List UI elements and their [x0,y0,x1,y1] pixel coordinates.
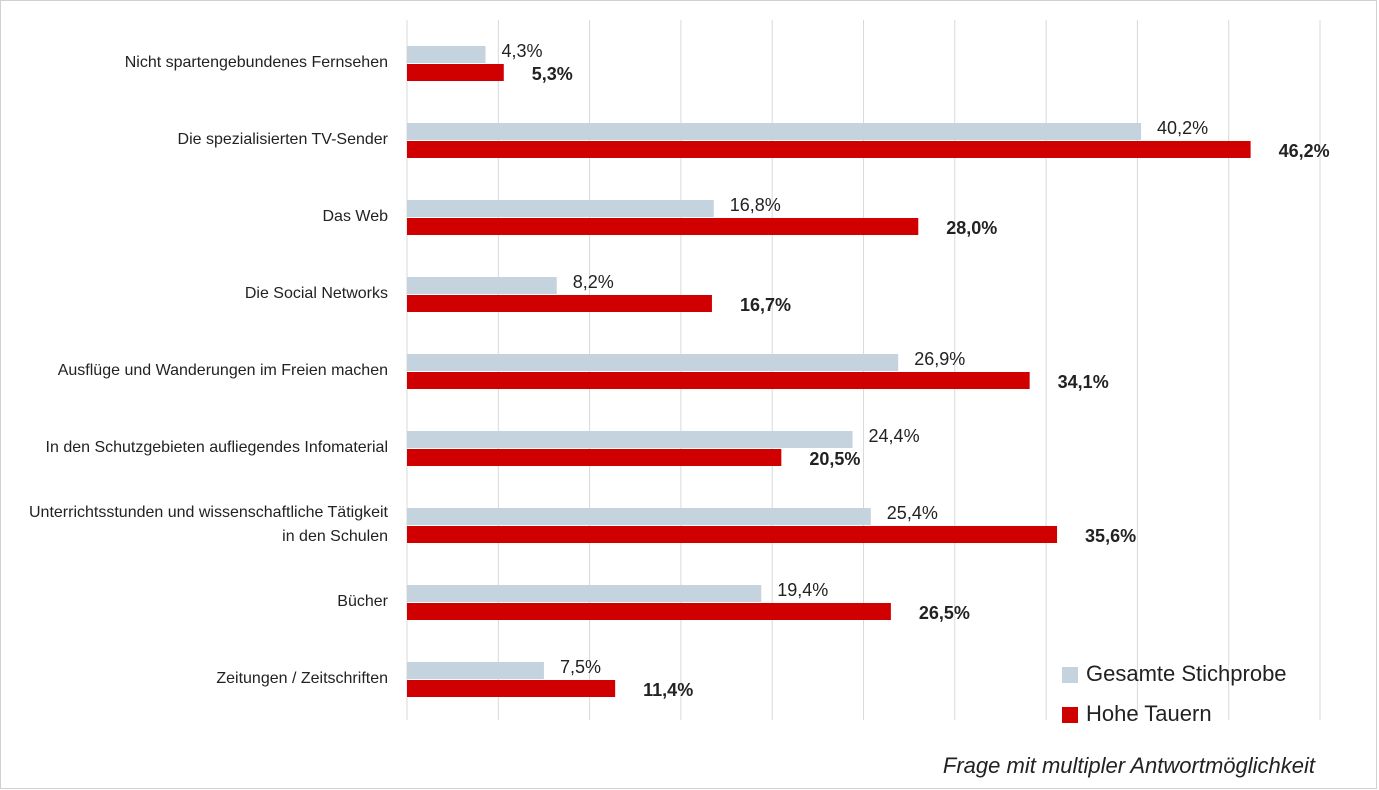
value-label: 24,4% [869,426,920,446]
bar [407,680,616,697]
value-label: 16,7% [740,295,791,315]
legend-label: Hohe Tauern [1086,701,1212,726]
bar [407,372,1030,389]
bar [407,277,557,294]
value-label: 25,4% [887,503,938,523]
value-label: 4,3% [502,41,543,61]
bar [407,526,1058,543]
value-label: 20,5% [809,449,860,469]
bar [407,64,504,81]
category-label: Ausflüge und Wanderungen im Freien mache… [57,362,388,379]
bar [407,585,762,602]
bar [407,295,712,312]
bar [407,46,486,63]
bar [407,218,919,235]
bar [407,508,871,525]
value-label: 40,2% [1157,118,1208,138]
value-label: 11,4% [643,680,693,700]
legend-label: Gesamte Stichprobe [1086,661,1287,686]
value-label: 46,2% [1279,141,1330,161]
value-label: 7,5% [560,657,601,677]
legend-swatch [1062,707,1078,723]
bar [407,662,544,679]
value-label: 35,6% [1085,526,1136,546]
bar [407,603,891,620]
category-label: Das Web [322,208,388,225]
value-label: 28,0% [946,218,997,238]
category-label: Unterrichtsstunden und wissenschaftliche… [29,504,388,545]
value-label: 26,5% [919,603,970,623]
category-label: Bücher [337,593,388,610]
value-label: 34,1% [1058,372,1109,392]
bar [407,354,899,371]
value-label: 8,2% [573,272,614,292]
value-label: 19,4% [777,580,828,600]
bar [407,123,1142,140]
bar [407,141,1251,158]
category-label: Die Social Networks [244,285,388,302]
value-label: 5,3% [532,64,573,84]
category-label: Nicht spartengebundenes Fernsehen [124,54,388,71]
value-label: 26,9% [914,349,965,369]
bar [407,449,782,466]
bar [407,200,714,217]
annotation: Frage mit multipler Antwortmöglichkeit [943,753,1316,778]
category-label: In den Schutzgebieten aufliegendes Infom… [45,439,388,456]
category-label: Zeitungen / Zeitschriften [216,670,388,687]
value-label: 16,8% [730,195,781,215]
bar [407,431,853,448]
legend-swatch [1062,667,1078,683]
category-label: Die spezialisierten TV-Sender [177,131,388,148]
